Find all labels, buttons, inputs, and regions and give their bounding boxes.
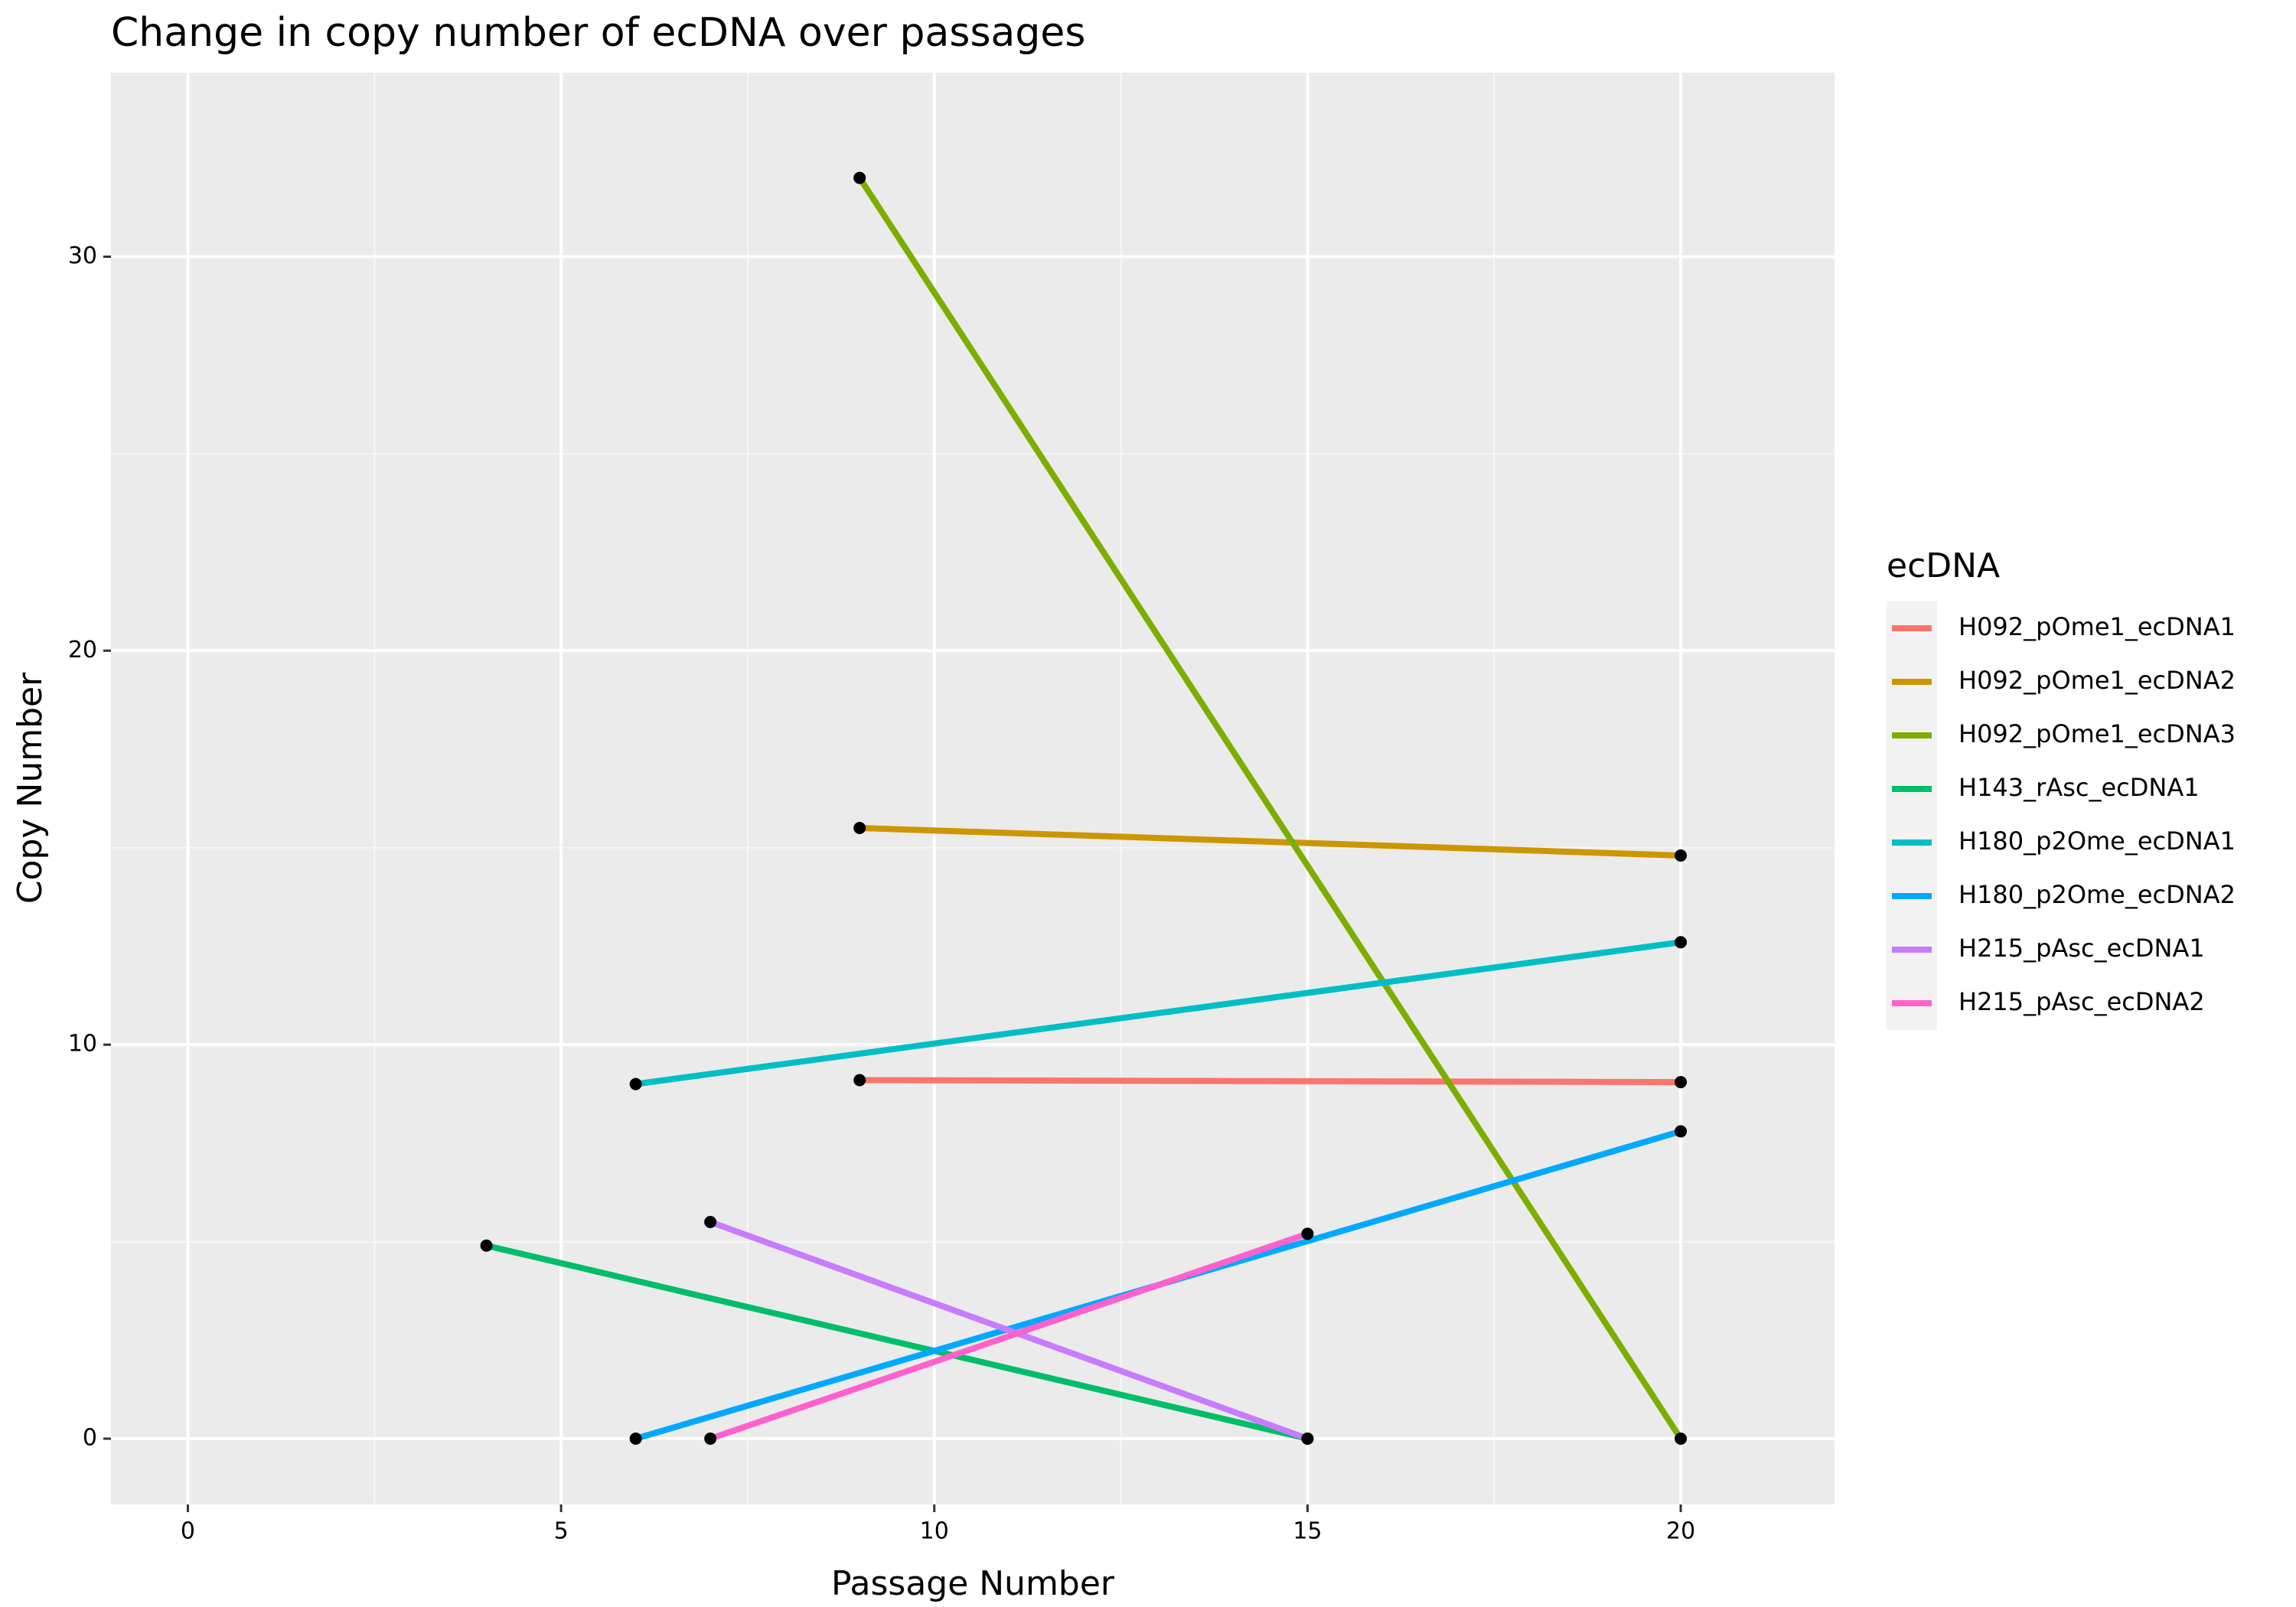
chart-title: Change in copy number of ecDNA over pass… xyxy=(111,10,1086,56)
series-line xyxy=(856,176,1684,1441)
data-point xyxy=(853,171,866,184)
data-point xyxy=(1301,1227,1314,1240)
y-tick-label: 20 xyxy=(68,637,97,663)
y-tick-label: 30 xyxy=(68,243,97,269)
data-point xyxy=(853,1074,866,1087)
data-point xyxy=(1301,1433,1314,1446)
legend-label: H092_pOme1_ecDNA2 xyxy=(1958,666,2236,695)
legend-label: H143_rAsc_ecDNA1 xyxy=(1958,773,2200,802)
y-tick-label: 10 xyxy=(68,1031,97,1058)
y-axis-label: Copy Number xyxy=(11,672,50,904)
legend-label: H180_p2Ome_ecDNA2 xyxy=(1958,880,2236,909)
series-line xyxy=(635,939,1681,1087)
data-point xyxy=(1675,1076,1688,1089)
legend-label: H215_pAsc_ecDNA2 xyxy=(1958,987,2205,1016)
legend-label: H180_p2Ome_ecDNA1 xyxy=(1958,826,2236,856)
series-line xyxy=(485,1242,1309,1442)
data-point xyxy=(480,1239,493,1252)
legend-title: ecDNA xyxy=(1887,546,2000,585)
grid xyxy=(111,73,1835,1504)
data-point xyxy=(629,1433,642,1446)
x-tick-label: 0 xyxy=(181,1518,195,1545)
series-line xyxy=(709,1219,1309,1442)
series-line xyxy=(859,1077,1681,1086)
data-point xyxy=(629,1077,642,1090)
x-axis-label: Passage Number xyxy=(831,1564,1115,1603)
panel xyxy=(111,73,1835,1504)
series-line xyxy=(709,1231,1309,1442)
series-line xyxy=(859,824,1681,859)
x-tick-label: 5 xyxy=(554,1518,569,1545)
data-point xyxy=(1675,1433,1688,1446)
y-tick-label: 0 xyxy=(83,1425,97,1452)
x-tick-label: 10 xyxy=(920,1518,949,1545)
data-point xyxy=(853,821,866,834)
data-point xyxy=(704,1215,717,1228)
legend-label: H092_pOme1_ecDNA3 xyxy=(1958,719,2236,748)
data-point xyxy=(704,1433,717,1446)
data-point xyxy=(1675,936,1688,949)
x-tick-label: 15 xyxy=(1293,1518,1322,1545)
data-point xyxy=(1675,849,1688,862)
data-point xyxy=(1675,1125,1688,1138)
legend-label: H215_pAsc_ecDNA1 xyxy=(1958,934,2205,963)
x-tick-label: 20 xyxy=(1666,1518,1695,1545)
legend-label: H092_pOme1_ecDNA1 xyxy=(1958,612,2236,641)
